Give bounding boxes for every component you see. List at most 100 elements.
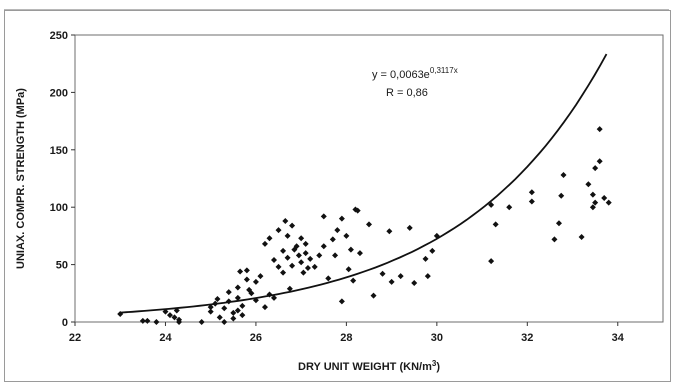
data-point xyxy=(153,319,160,325)
data-point xyxy=(578,234,585,241)
data-point xyxy=(338,298,345,305)
data-point xyxy=(214,296,221,303)
y-tick-label: 0 xyxy=(62,317,68,329)
data-point xyxy=(295,252,302,259)
data-point xyxy=(558,192,565,199)
data-point xyxy=(198,319,205,325)
data-point xyxy=(528,189,535,196)
data-point xyxy=(592,199,599,206)
data-point xyxy=(304,265,311,272)
trend-equation: y = 0,0063e0,3117x xyxy=(372,66,458,81)
data-point xyxy=(350,277,357,284)
data-point xyxy=(234,307,241,314)
data-point xyxy=(237,268,244,275)
data-point xyxy=(252,278,259,285)
data-point xyxy=(289,222,296,229)
data-point xyxy=(144,317,151,324)
data-point xyxy=(298,235,305,242)
x-tick-label: 30 xyxy=(431,332,443,344)
data-point xyxy=(230,315,237,322)
data-point xyxy=(334,227,341,234)
data-point xyxy=(230,309,237,316)
data-point xyxy=(293,243,300,250)
data-point xyxy=(266,235,273,242)
data-point xyxy=(506,204,513,211)
data-point xyxy=(176,319,183,325)
data-point xyxy=(243,267,250,274)
data-point xyxy=(488,258,495,265)
data-point xyxy=(354,207,361,214)
data-point xyxy=(275,263,282,270)
data-point xyxy=(397,273,404,280)
data-point xyxy=(298,259,305,266)
data-point xyxy=(207,304,214,311)
data-point xyxy=(257,273,264,280)
data-point xyxy=(422,255,429,262)
data-point xyxy=(171,314,178,321)
data-point xyxy=(424,273,431,280)
data-point xyxy=(271,257,278,264)
y-tick-label: 100 xyxy=(50,202,68,214)
data-point xyxy=(347,246,354,253)
x-axis-ticks: 22 24 26 28 30 32 34 xyxy=(69,322,625,344)
y-axis-label: UNIAX. COMPR. STRENGTH (MPa) xyxy=(15,88,27,269)
data-point xyxy=(225,289,232,296)
data-point xyxy=(366,221,372,228)
data-point xyxy=(243,276,250,283)
y-tick-label: 200 xyxy=(50,87,68,99)
data-point xyxy=(345,266,352,273)
data-point xyxy=(234,294,241,301)
data-point xyxy=(343,232,350,239)
data-point xyxy=(589,204,596,211)
data-point xyxy=(589,191,596,198)
data-point xyxy=(289,262,296,269)
data-point xyxy=(284,254,291,261)
data-point xyxy=(261,240,268,247)
data-point xyxy=(221,305,228,312)
data-point xyxy=(601,195,608,202)
data-point xyxy=(261,304,268,311)
data-points xyxy=(117,126,612,325)
y-tick-label: 50 xyxy=(56,260,68,272)
data-point xyxy=(370,292,377,299)
data-point xyxy=(528,198,535,205)
data-point xyxy=(320,243,327,250)
data-point xyxy=(280,247,287,254)
x-tick-label: 24 xyxy=(159,332,172,344)
data-point xyxy=(307,255,314,262)
data-point xyxy=(316,252,323,259)
data-point xyxy=(332,252,339,259)
data-point xyxy=(234,284,241,291)
y-tick-label: 150 xyxy=(50,145,68,157)
data-point xyxy=(248,290,255,297)
data-point xyxy=(239,302,246,309)
data-point xyxy=(560,172,567,179)
data-point xyxy=(596,158,603,165)
data-point xyxy=(239,312,246,319)
data-point xyxy=(551,236,558,243)
data-point xyxy=(280,269,287,276)
x-axis-label: DRY UNIT WEIGHT (KN/m3) xyxy=(298,359,440,373)
data-point xyxy=(166,312,173,319)
data-point xyxy=(492,221,499,228)
data-point xyxy=(207,308,214,315)
data-point xyxy=(388,278,395,285)
data-point xyxy=(338,215,345,222)
data-point xyxy=(329,236,336,243)
data-point xyxy=(356,250,363,257)
data-point xyxy=(311,263,318,270)
data-point xyxy=(282,217,289,224)
trend-curve xyxy=(120,53,608,314)
data-point xyxy=(592,165,599,172)
data-point xyxy=(320,213,327,220)
data-point xyxy=(596,126,603,133)
x-tick-label: 28 xyxy=(340,332,352,344)
data-point xyxy=(488,201,495,208)
data-point xyxy=(585,181,592,188)
data-point xyxy=(605,199,612,206)
data-point xyxy=(139,317,146,324)
data-point xyxy=(302,250,309,257)
data-point xyxy=(286,285,293,292)
data-point xyxy=(302,240,309,247)
